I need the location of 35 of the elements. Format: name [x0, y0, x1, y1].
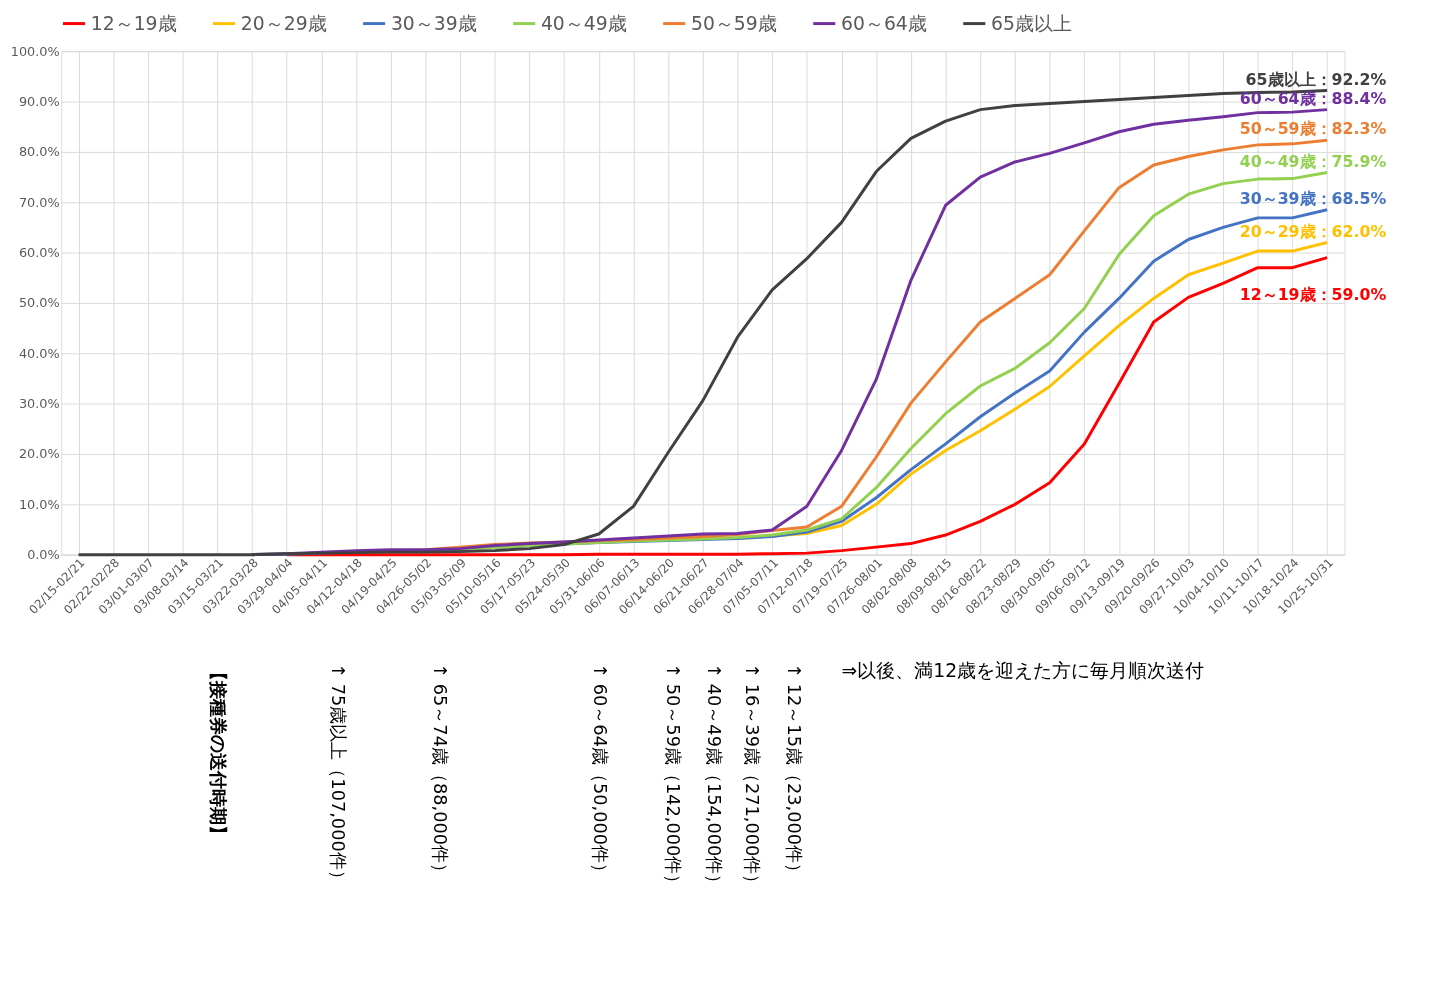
annotation: 40～49歳：75.9% — [1239, 151, 1387, 171]
y-tick-label: 30.0% — [18, 396, 60, 412]
text: ↑ 75歳以上（107,000件） — [328, 663, 349, 888]
y-tick-label: 10.0% — [18, 496, 60, 512]
annotation: 60～64歳：88.4% — [1239, 88, 1387, 108]
y-tick-label: 80.0% — [18, 144, 60, 160]
text: ↑ 16～39歳（271,000件） — [742, 663, 763, 893]
y-tick-label: 0.0% — [27, 547, 60, 563]
y-tick-label: 20.0% — [18, 446, 60, 462]
line-series — [77, 89, 1329, 557]
y-tick-label: 90.0% — [18, 94, 60, 110]
y-tick-label: 60.0% — [18, 245, 60, 261]
annotation: 65歳以上：92.2% — [1245, 69, 1387, 89]
text: ↑ 50～59歳（142,000件） — [662, 663, 683, 893]
legend-label: 50～59歳 — [690, 12, 777, 34]
y-tick-label: 100.0% — [10, 43, 60, 59]
text: ↑ 60～64歳（50,000件） — [589, 663, 610, 882]
text: ↑ 65～74歳（88,000件） — [430, 663, 451, 882]
y-tick-label: 40.0% — [18, 345, 60, 361]
text: ↑ 40～49歳（154,000件） — [704, 663, 725, 893]
legend-label: 30～39歳 — [390, 12, 477, 34]
legend-label: 65歳以上 — [991, 12, 1072, 34]
text: 【接種券の送付時期】 — [208, 663, 229, 844]
legend-label: 40～49歳 — [540, 12, 627, 34]
legend-label: 12～19歳 — [90, 12, 177, 34]
annotation: 30～39歳：68.5% — [1239, 188, 1387, 208]
text: ⇒以後、満12歳を迎えた方に毎月順次送付 — [841, 660, 1205, 682]
annotation: 12～19歳：59.0% — [1239, 285, 1387, 305]
legend-label: 20～29歳 — [240, 12, 327, 34]
text: ↑ 12～15歳（23,000件） — [784, 663, 805, 882]
annotation: 50～59歳：82.3% — [1239, 119, 1387, 139]
y-tick-label: 50.0% — [18, 295, 60, 311]
legend-label: 60～64歳 — [841, 12, 927, 34]
annotation: 20～29歳：62.0% — [1239, 221, 1387, 241]
y-tick-label: 70.0% — [18, 194, 60, 210]
